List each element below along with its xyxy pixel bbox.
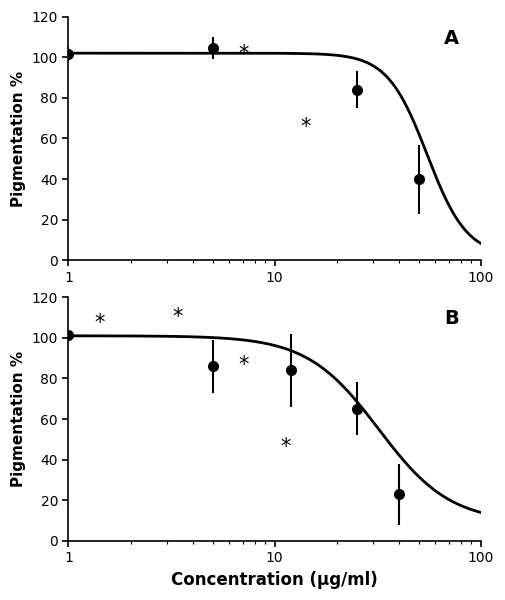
Text: *: * <box>94 313 105 333</box>
Text: A: A <box>444 29 460 48</box>
Text: B: B <box>444 310 459 328</box>
Text: *: * <box>172 307 183 326</box>
Text: *: * <box>238 355 248 376</box>
Text: *: * <box>280 437 290 457</box>
Text: *: * <box>300 118 311 137</box>
X-axis label: Concentration (μg/ml): Concentration (μg/ml) <box>171 571 378 589</box>
Y-axis label: Pigmentation %: Pigmentation % <box>11 70 26 206</box>
Y-axis label: Pigmentation %: Pigmentation % <box>11 351 26 487</box>
Text: *: * <box>238 44 248 64</box>
